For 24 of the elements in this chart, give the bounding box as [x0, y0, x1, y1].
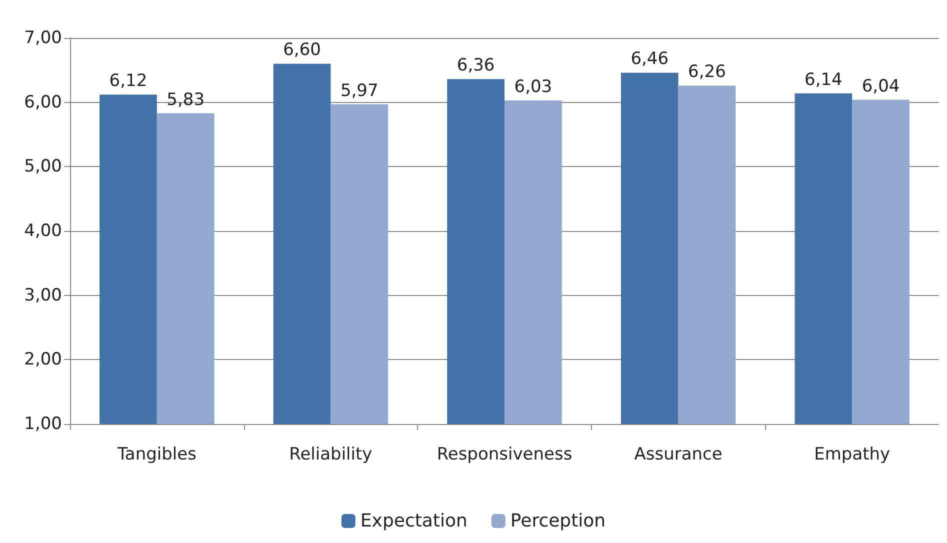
- y-tick-label: 3,00: [24, 285, 62, 306]
- data-label: 5,83: [166, 90, 205, 110]
- x-tick-label: Assurance: [634, 444, 722, 464]
- legend-label: Perception: [510, 510, 606, 532]
- x-tick-label: Empathy: [814, 444, 890, 464]
- data-label: 6,14: [804, 70, 842, 90]
- x-tick-label: Tangibles: [116, 444, 197, 464]
- y-tick-label: 1,00: [24, 414, 62, 434]
- y-tick-label: 7,00: [24, 28, 62, 48]
- y-tick-label: 2,00: [24, 350, 62, 370]
- x-tick-label: Responsiveness: [436, 444, 572, 464]
- data-label: 6,03: [514, 76, 552, 97]
- data-label: 6,46: [630, 49, 669, 70]
- data-label: 6,12: [109, 71, 148, 92]
- data-label: 6,36: [456, 56, 495, 76]
- data-label: 5,97: [340, 80, 378, 101]
- y-tick-label: 4,00: [24, 221, 62, 241]
- y-tick-label: 6,00: [24, 92, 62, 112]
- data-label: 6,04: [862, 76, 900, 96]
- x-tick-label: Reliability: [289, 444, 372, 464]
- data-label: 6,60: [283, 40, 321, 60]
- data-label: 6,26: [688, 62, 726, 82]
- legend-label: Expectation: [360, 510, 468, 532]
- y-tick-label: 5,00: [24, 156, 62, 177]
